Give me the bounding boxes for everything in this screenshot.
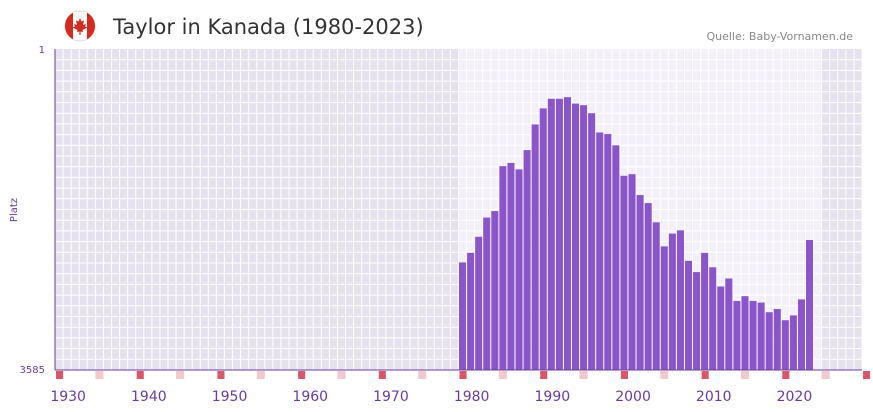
bar-2018 bbox=[781, 320, 789, 370]
x-tick-2000: 2000 bbox=[615, 389, 651, 405]
marker-major-1958 bbox=[298, 371, 306, 379]
bar-1990 bbox=[555, 98, 563, 370]
axes bbox=[54, 49, 862, 371]
bar-2006 bbox=[684, 260, 693, 370]
bar-2009 bbox=[709, 267, 717, 370]
bar-2019 bbox=[789, 315, 797, 370]
canada-flag-icon bbox=[64, 10, 96, 42]
marker-minor-1973 bbox=[418, 371, 427, 379]
marker-major-1998 bbox=[620, 371, 628, 379]
bar-2010 bbox=[717, 286, 725, 370]
marker-minor-2013 bbox=[740, 371, 750, 379]
x-tick-1960: 1960 bbox=[292, 389, 328, 405]
x-tick-1950: 1950 bbox=[212, 389, 248, 405]
bar-1979 bbox=[467, 252, 475, 370]
bar-1980 bbox=[475, 236, 483, 370]
marker-minor-1953 bbox=[256, 371, 265, 379]
marker-minor-1993 bbox=[579, 371, 588, 379]
bar-1989 bbox=[547, 98, 555, 370]
y-bottom-label: 3585 bbox=[20, 365, 45, 376]
chart-title: Taylor in Kanada (1980-2023) bbox=[112, 15, 424, 39]
x-tick-1970: 1970 bbox=[373, 389, 409, 405]
y-axis-title: Platz bbox=[9, 198, 20, 222]
bar-1994 bbox=[588, 113, 596, 370]
x-tick-1930: 1930 bbox=[50, 389, 86, 405]
marker-major-1928 bbox=[56, 371, 64, 379]
marker-major-2018 bbox=[782, 371, 790, 379]
bar-series bbox=[459, 97, 814, 371]
bar-1992 bbox=[571, 103, 580, 370]
x-tick-2020: 2020 bbox=[777, 389, 813, 405]
bar-2000 bbox=[636, 195, 644, 370]
bar-1986 bbox=[523, 150, 531, 370]
bar-2005 bbox=[676, 230, 684, 370]
bar-1995 bbox=[596, 132, 604, 370]
bar-1983 bbox=[499, 166, 507, 370]
bar-1993 bbox=[580, 105, 588, 371]
bar-1991 bbox=[563, 97, 571, 371]
bar-2017 bbox=[773, 309, 781, 370]
marker-minor-2023 bbox=[821, 371, 830, 379]
marker-major-1968 bbox=[378, 371, 386, 379]
marker-minor-1983 bbox=[498, 371, 507, 379]
marker-major-2028 bbox=[863, 371, 871, 379]
bar-2016 bbox=[765, 312, 773, 370]
bar-2002 bbox=[652, 222, 660, 370]
plot-grid bbox=[54, 49, 863, 370]
bar-1982 bbox=[491, 211, 499, 370]
bar-2015 bbox=[757, 302, 765, 370]
bar-2013 bbox=[741, 296, 749, 370]
bar-2004 bbox=[668, 233, 676, 370]
bar-1987 bbox=[531, 124, 539, 370]
bar-2003 bbox=[660, 246, 668, 370]
source-label: Quelle: Baby-Vornamen.de bbox=[706, 30, 853, 43]
marker-major-1948 bbox=[217, 371, 225, 379]
bar-2008 bbox=[701, 252, 709, 370]
marker-minor-2003 bbox=[660, 371, 669, 379]
bar-2021 bbox=[806, 239, 814, 370]
bar-2014 bbox=[749, 300, 757, 370]
marker-minor-1963 bbox=[337, 371, 346, 379]
bar-2012 bbox=[733, 300, 741, 370]
bar-1998 bbox=[620, 175, 628, 370]
x-tick-1980: 1980 bbox=[454, 389, 490, 405]
y-top-label: 1 bbox=[39, 45, 45, 56]
bar-1981 bbox=[483, 217, 491, 370]
marker-minor-1943 bbox=[176, 371, 185, 379]
marker-major-1988 bbox=[540, 371, 548, 379]
bar-1996 bbox=[604, 134, 612, 370]
bar-1978 bbox=[459, 262, 467, 370]
bar-2020 bbox=[797, 299, 806, 370]
bar-2011 bbox=[725, 278, 733, 370]
bar-2001 bbox=[644, 203, 652, 370]
marker-major-1978 bbox=[459, 371, 467, 379]
marker-minor-1933 bbox=[95, 371, 104, 379]
x-tick-1940: 1940 bbox=[131, 389, 167, 405]
bar-1985 bbox=[515, 169, 523, 370]
marker-major-1938 bbox=[136, 371, 144, 379]
bar-2007 bbox=[693, 272, 701, 370]
x-tick-1990: 1990 bbox=[535, 389, 571, 405]
bar-1984 bbox=[507, 162, 515, 370]
bar-1999 bbox=[628, 174, 636, 370]
bar-1997 bbox=[612, 145, 620, 370]
x-tick-labels: 1930 1940 1950 1960 1970 1980 1990 2000 2010 2020 bbox=[50, 389, 812, 405]
decade-markers bbox=[56, 371, 871, 379]
bar-1988 bbox=[539, 108, 547, 370]
x-tick-2010: 2010 bbox=[696, 389, 732, 405]
marker-major-2008 bbox=[701, 371, 709, 379]
